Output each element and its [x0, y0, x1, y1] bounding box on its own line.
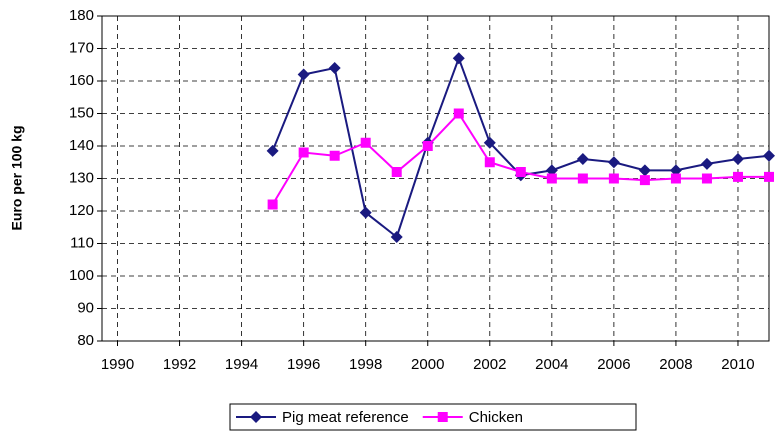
marker [360, 137, 371, 148]
marker [670, 173, 681, 184]
marker [639, 175, 650, 186]
y-tick-label: 160 [69, 72, 94, 89]
marker [638, 164, 651, 177]
marker [452, 52, 465, 65]
marker [732, 171, 743, 182]
marker [731, 153, 744, 165]
marker [483, 136, 496, 149]
y-tick-label: 90 [77, 299, 94, 316]
marker [267, 199, 278, 210]
marker [328, 62, 341, 74]
marker [437, 412, 448, 422]
x-tick-label: 1990 [101, 356, 134, 373]
marker [607, 156, 620, 169]
y-axis-label: Euro per 100 kg [9, 125, 25, 230]
x-tick-label: 2008 [659, 356, 692, 373]
x-tick-label: 2002 [473, 356, 506, 373]
y-tick-label: 140 [69, 137, 94, 154]
marker [250, 411, 262, 423]
marker [298, 147, 309, 158]
y-tick-label: 170 [69, 39, 94, 56]
y-tick-label: 150 [69, 104, 94, 121]
marker [546, 173, 557, 184]
marker [763, 149, 775, 162]
marker [545, 164, 558, 177]
marker [453, 108, 464, 119]
x-tick-label: 2010 [721, 356, 754, 373]
marker [701, 173, 712, 184]
marker [359, 206, 372, 219]
marker [484, 157, 495, 168]
marker [422, 141, 433, 151]
y-tick-label: 80 [77, 332, 94, 349]
marker [669, 164, 682, 177]
y-tick-label: 130 [69, 169, 94, 186]
marker [329, 150, 340, 161]
marker [297, 68, 310, 81]
y-tick-label: 180 [69, 7, 94, 24]
x-tick-label: 1992 [163, 356, 196, 373]
y-tick-label: 110 [70, 234, 94, 251]
marker [391, 167, 402, 177]
y-tick-label: 100 [69, 267, 94, 284]
x-tick-label: 1994 [225, 356, 258, 373]
marker [390, 231, 403, 243]
x-tick-label: 1996 [287, 356, 320, 373]
x-tick-label: 1998 [349, 356, 382, 373]
marker [700, 157, 713, 170]
x-tick-label: 2000 [411, 356, 444, 373]
y-tick-label: 120 [69, 202, 94, 219]
legend-label: Chicken [469, 409, 523, 426]
marker [266, 144, 279, 157]
marker [576, 153, 589, 165]
x-tick-label: 2006 [597, 356, 630, 373]
marker [577, 173, 588, 184]
marker [764, 171, 774, 182]
series-line [271, 55, 770, 239]
marker [608, 173, 619, 184]
legend-label: Pig meat reference [282, 409, 409, 426]
x-tick-label: 2004 [535, 356, 568, 373]
marker [515, 167, 526, 177]
